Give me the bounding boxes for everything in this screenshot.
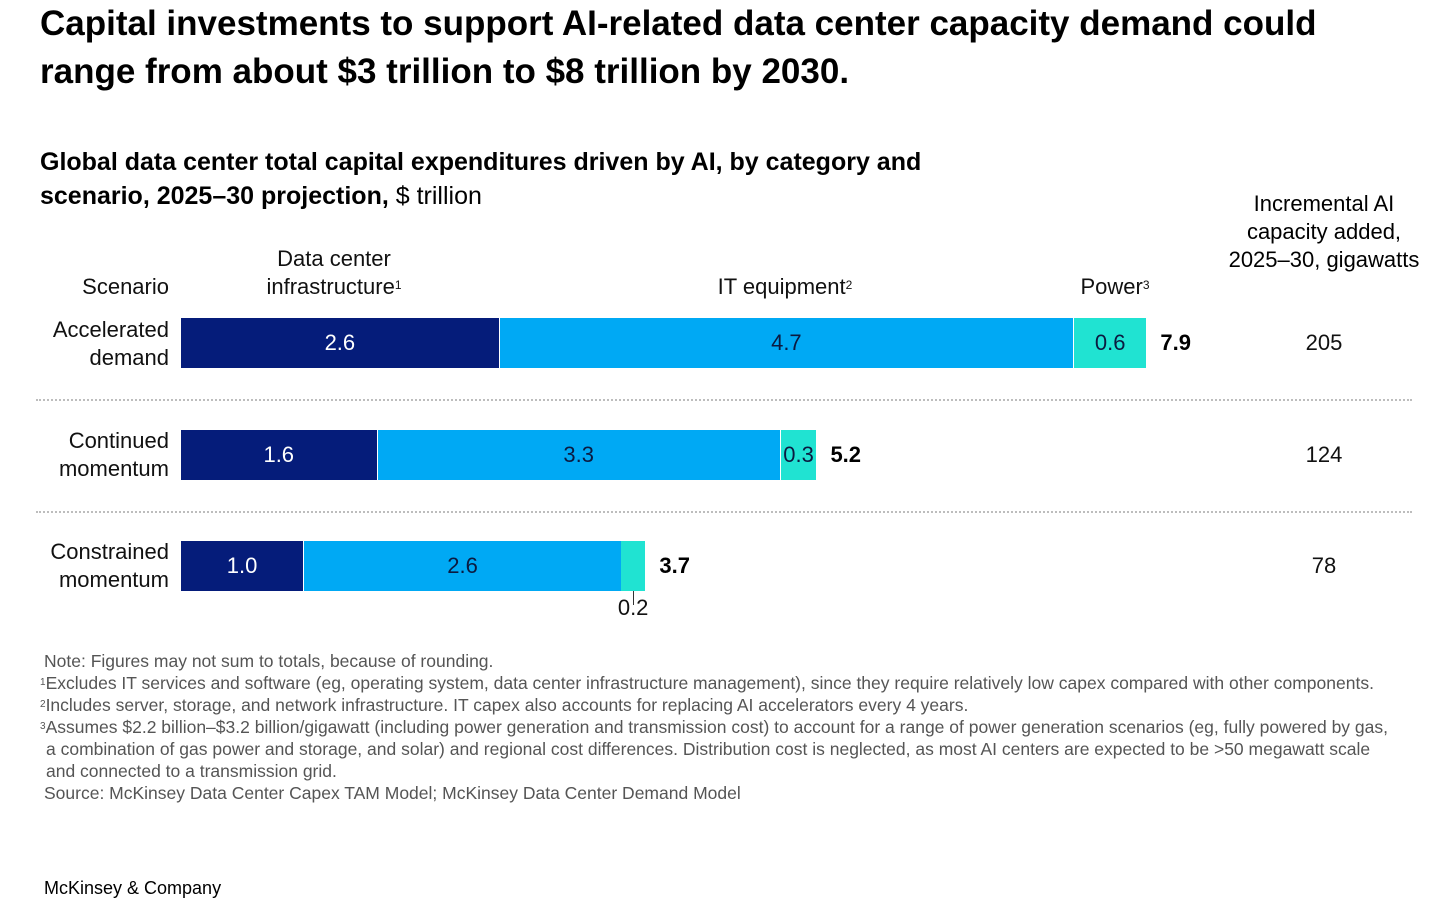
total-value-label: 3.7 xyxy=(659,553,690,578)
scenario-label-line: demand xyxy=(89,345,169,370)
footnote-3: 3Assumes $2.2 billion–$3.2 billion/gigaw… xyxy=(38,716,1388,782)
scenario-label-line: momentum xyxy=(58,567,169,592)
scenario-label-line: momentum xyxy=(58,456,169,481)
it-column-header: IT equipment2 xyxy=(660,273,910,301)
scenario-label: Continued momentum xyxy=(20,427,169,483)
scenario-label: Constrained momentum xyxy=(20,538,169,594)
footnote-marker: 1 xyxy=(394,278,402,292)
row-divider xyxy=(36,399,1412,401)
total-value-label: 7.9 xyxy=(1160,330,1191,355)
it-column-header-text: IT equipment xyxy=(717,274,846,299)
scenario-label-line: Constrained xyxy=(50,539,169,564)
gigawatts-value: 78 xyxy=(1311,553,1337,578)
footnote-marker: 2 xyxy=(845,278,853,292)
note-rounding: Note: Figures may not sum to totals, bec… xyxy=(44,651,494,671)
infrastructure-segment: 1.0 xyxy=(181,541,304,591)
brand-logo-text: McKinsey & Company xyxy=(44,878,222,898)
gigawatts-value: 205 xyxy=(1305,330,1343,355)
chart-subtitle-bold: Global data center total capital expendi… xyxy=(40,148,922,210)
power-segment: 0.3 xyxy=(779,430,817,480)
footnote-1-mark: 1 xyxy=(40,677,46,688)
footnote-marker: 3 xyxy=(1142,278,1150,292)
footnote-2-text: Includes server, storage, and network in… xyxy=(45,695,969,715)
power-segment xyxy=(620,541,646,591)
segment-value-label: 2.6 xyxy=(324,330,356,355)
source-note: Source: McKinsey Data Center Capex TAM M… xyxy=(44,783,741,803)
footnote-2-mark: 2 xyxy=(40,699,46,710)
scenario-label-line: Accelerated xyxy=(52,317,169,342)
it-equipment-segment: 3.3 xyxy=(376,430,780,480)
footnote-3-text: Assumes $2.2 billion–$3.2 billion/gigawa… xyxy=(45,717,1388,781)
segment-value-label: 0.6 xyxy=(1094,330,1126,355)
total-value-label: 5.2 xyxy=(830,442,862,467)
headline: Capital investments to support AI-relate… xyxy=(40,4,1317,91)
segment-value-label: 0.3 xyxy=(783,442,814,467)
gigawatts-column-header: Incremental AI capacity added, 2025–30, … xyxy=(1228,191,1420,272)
scenario-label-line: Continued xyxy=(68,428,169,453)
power-segment: 0.6 xyxy=(1073,318,1147,368)
segment-value-label: 4.7 xyxy=(771,330,802,355)
power-column-header-text: Power xyxy=(1080,274,1143,299)
power-column-header: Power3 xyxy=(1050,273,1180,301)
segment-value-label: 3.3 xyxy=(563,442,594,467)
scenario-label: Accelerated demand xyxy=(20,316,169,372)
it-equipment-segment: 4.7 xyxy=(498,318,1074,368)
chart-subtitle-unit: $ trillion xyxy=(388,182,482,210)
footnotes: Note: Figures may not sum to totals, bec… xyxy=(38,650,1388,804)
segment-value-label: 2.6 xyxy=(447,553,478,578)
infrastructure-column-header-text: Data center infrastructure xyxy=(266,246,395,299)
infrastructure-segment: 2.6 xyxy=(181,318,499,368)
segment-value-label: 0.2 xyxy=(617,595,649,620)
segment-value-label: 1.0 xyxy=(226,553,258,578)
infrastructure-column-header: Data center infrastructure1 xyxy=(234,245,434,301)
it-equipment-segment: 2.6 xyxy=(303,541,621,591)
chart-subtitle: Global data center total capital expendi… xyxy=(40,145,940,213)
scenario-column-header: Scenario xyxy=(82,274,169,299)
footnote-3-mark: 3 xyxy=(40,721,46,732)
footnote-1: 1Excludes IT services and software (eg, … xyxy=(38,672,1388,694)
row-divider xyxy=(36,511,1412,513)
footnote-1-text: Excludes IT services and software (eg, o… xyxy=(45,673,1374,693)
gigawatts-value: 124 xyxy=(1305,442,1343,467)
footnote-2: 2Includes server, storage, and network i… xyxy=(38,694,1388,716)
callout-leader-line xyxy=(633,591,635,605)
infrastructure-segment: 1.6 xyxy=(181,430,377,480)
segment-value-label: 1.6 xyxy=(263,442,295,467)
